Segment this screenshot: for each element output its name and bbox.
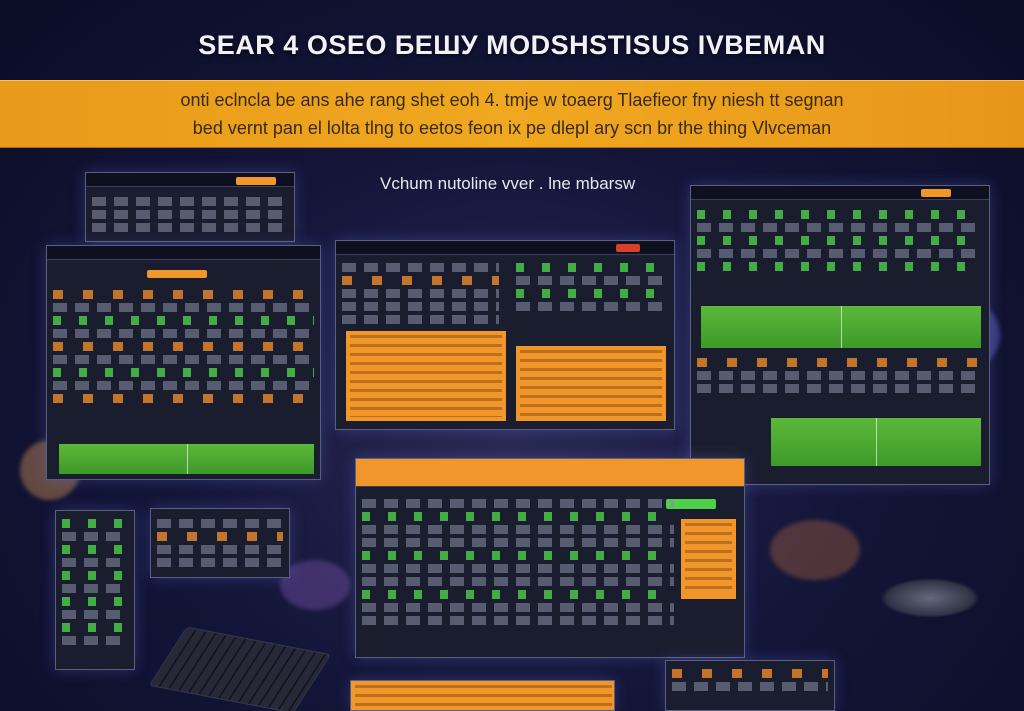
panel-row <box>516 289 668 298</box>
panel-row <box>362 512 674 521</box>
panel-row <box>62 610 128 619</box>
panel-row <box>362 538 674 547</box>
panel-row <box>362 551 674 560</box>
status-chip <box>921 189 951 197</box>
panel-row <box>362 525 674 534</box>
panel-row <box>53 355 314 364</box>
panel-row <box>342 289 499 298</box>
panel-row <box>516 276 668 285</box>
panel-row <box>697 236 983 245</box>
panel-row <box>672 682 828 691</box>
panel-row <box>62 623 128 632</box>
keyboard-graphic <box>148 626 332 711</box>
panel-row <box>672 669 828 678</box>
panel-row <box>157 545 283 554</box>
bokeh-light <box>280 560 350 610</box>
orange-banner: onti eclncla be ans ahe rang shet eoh 4.… <box>0 80 1024 148</box>
panel-row <box>697 262 983 271</box>
dashboard-panel-left <box>46 245 321 480</box>
status-chip <box>666 499 716 509</box>
subheading: Vchum nutoline vver . lne mbarsw <box>380 174 636 193</box>
panel-row <box>157 532 283 541</box>
panel-row <box>53 303 314 312</box>
panel-titlebar <box>356 459 744 487</box>
panel-row <box>697 223 983 232</box>
panel-row <box>53 368 314 377</box>
panel-row <box>53 394 314 403</box>
panel-titlebar <box>336 241 674 255</box>
panel-row <box>53 381 314 390</box>
panel-row <box>62 519 128 528</box>
panel-row <box>362 577 674 586</box>
panel-row <box>92 197 288 206</box>
panel-row <box>516 263 668 272</box>
dashboard-panel-bottom-center <box>355 458 745 658</box>
status-chip <box>147 270 207 278</box>
dashboard-panel-bottom-right <box>665 660 835 711</box>
mouse-graphic <box>880 578 980 618</box>
panel-row <box>62 584 128 593</box>
dashboard-panel-bottom-info <box>150 508 290 578</box>
panel-row <box>62 597 128 606</box>
orange-data-block <box>351 681 614 710</box>
status-chip <box>236 177 276 185</box>
panel-titlebar <box>691 186 989 200</box>
panel-titlebar <box>47 246 320 260</box>
panel-row <box>92 210 288 219</box>
dashboard-panel-bottom-left <box>55 510 135 670</box>
panel-row <box>697 384 983 393</box>
dashboard-panel-center <box>335 240 675 430</box>
dashboard-panel-top-left <box>85 172 295 242</box>
status-chip <box>616 244 640 252</box>
panel-row <box>157 519 283 528</box>
panel-row <box>62 545 128 554</box>
panel-row <box>342 263 499 272</box>
pitch-graphic <box>59 444 314 474</box>
panel-row <box>92 223 288 232</box>
orange-data-block <box>516 346 666 421</box>
panel-row <box>697 249 983 258</box>
panel-row <box>53 316 314 325</box>
panel-row <box>362 499 674 508</box>
panel-row <box>53 290 314 299</box>
panel-row <box>342 302 499 311</box>
panel-row <box>53 329 314 338</box>
panel-row <box>697 210 983 219</box>
orange-data-block <box>346 331 506 421</box>
panel-row <box>362 590 674 599</box>
banner-line-1: onti eclncla be ans ahe rang shet eoh 4.… <box>180 90 844 110</box>
panel-row <box>157 558 283 567</box>
bokeh-light <box>770 520 860 580</box>
pitch-graphic <box>771 418 981 466</box>
dashboard-panel-bottom-strip <box>350 680 615 711</box>
panel-row <box>697 358 983 367</box>
panel-row <box>362 603 674 612</box>
pitch-graphic <box>701 306 981 348</box>
panel-row <box>62 636 128 645</box>
dashboard-panel-right <box>690 185 990 485</box>
panel-row <box>516 302 668 311</box>
banner-line-2: bed vernt pan el lolta tlng to eetos feo… <box>192 118 832 138</box>
panel-row <box>53 342 314 351</box>
panel-row <box>697 371 983 380</box>
panel-row <box>342 276 499 285</box>
panel-row <box>362 564 674 573</box>
panel-row <box>342 315 499 324</box>
orange-data-block <box>681 519 736 599</box>
page-headline: SEAR 4 OSEO БЕШУ MODSHSTISUS IVBEMAN <box>198 30 826 60</box>
panel-row <box>62 558 128 567</box>
panel-row <box>362 616 674 625</box>
panel-row <box>62 571 128 580</box>
panel-row <box>62 532 128 541</box>
